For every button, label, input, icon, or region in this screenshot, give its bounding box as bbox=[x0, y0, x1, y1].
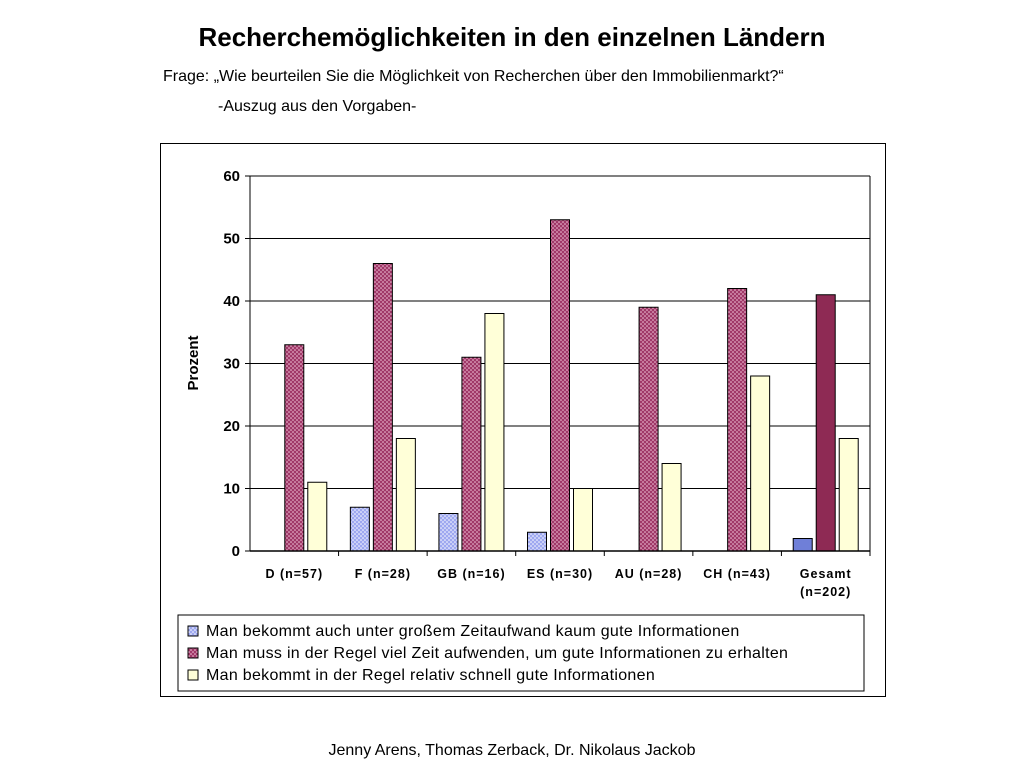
y-tick-label: 30 bbox=[223, 356, 240, 373]
bar-series-2 bbox=[461, 356, 482, 552]
legend-entry: Man bekommt in der Regel relativ schnell… bbox=[206, 667, 655, 684]
legend-entry: Man bekommt auch unter großem Zeitaufwan… bbox=[206, 623, 740, 640]
slide-title: Recherchemöglichkeiten in den einzelnen … bbox=[198, 22, 826, 52]
bar-series-1 bbox=[527, 531, 547, 552]
y-tick-label: 60 bbox=[223, 168, 240, 185]
bar-series-2 bbox=[550, 219, 570, 552]
chart-frame: 0 10 20 30 40 50 60 D (n=57) F (n=28) GB (n=16) ES… bbox=[160, 143, 886, 697]
bar-series-3 bbox=[838, 438, 859, 552]
bar-series-1 bbox=[438, 513, 459, 552]
y-tick-label: 20 bbox=[223, 418, 240, 435]
survey-question: Frage: „Wie beurteilen Sie die Möglichke… bbox=[163, 68, 784, 85]
bar-series-2 bbox=[372, 263, 393, 552]
x-category-label: D (n=57) bbox=[265, 567, 323, 581]
excerpt-note: -Auszug aus den Vorgaben- bbox=[218, 98, 417, 115]
y-axis-label: Prozent bbox=[185, 335, 202, 390]
bar-series-2 bbox=[284, 344, 305, 552]
chart-border bbox=[160, 143, 886, 697]
x-category-label: GB (n=16) bbox=[437, 567, 505, 581]
legend-entry: Man muss in der Regel viel Zeit aufwende… bbox=[206, 645, 788, 662]
bar-series-3 bbox=[750, 375, 771, 552]
author-credit: Jenny Arens, Thomas Zerback, Dr. Nikolau… bbox=[328, 742, 696, 759]
bar-chart: 0 10 20 30 40 50 60 D (n=57) F (n=28) GB (n=16) ES… bbox=[160, 143, 886, 697]
bars bbox=[284, 219, 859, 552]
legend-swatch bbox=[187, 625, 199, 637]
y-tick-label: 10 bbox=[223, 481, 240, 498]
bar-series-3 bbox=[307, 481, 328, 552]
legend: Man bekommt auch unter großem Zeitaufwan… bbox=[177, 614, 865, 692]
legend-swatch bbox=[187, 647, 199, 659]
axes: 0 10 20 30 40 50 60 D (n=57) F (n=28) GB (n=16) ES… bbox=[223, 168, 871, 599]
legend-box bbox=[177, 614, 865, 692]
bar-series-2 bbox=[727, 288, 748, 552]
x-category-label: ES (n=30) bbox=[527, 567, 593, 581]
x-category-label: F (n=28) bbox=[355, 567, 411, 581]
x-category-label: AU (n=28) bbox=[615, 567, 683, 581]
bar-series-3 bbox=[573, 488, 593, 552]
y-tick-label: 50 bbox=[223, 231, 240, 248]
bar-series-1 bbox=[792, 538, 813, 552]
bar-series-1 bbox=[349, 506, 370, 552]
bar-series-2 bbox=[638, 306, 659, 552]
bar-series-2 bbox=[815, 294, 836, 552]
bar-series-3 bbox=[395, 438, 416, 552]
x-category-label: (n=202) bbox=[800, 585, 851, 599]
y-tick-label: 40 bbox=[223, 293, 240, 310]
x-category-label: CH (n=43) bbox=[703, 567, 771, 581]
bar-series-3 bbox=[661, 463, 682, 552]
y-tick-label: 0 bbox=[232, 543, 240, 560]
legend-swatch bbox=[187, 669, 199, 681]
x-category-label: Gesamt bbox=[800, 567, 852, 581]
bar-series-3 bbox=[484, 313, 505, 552]
